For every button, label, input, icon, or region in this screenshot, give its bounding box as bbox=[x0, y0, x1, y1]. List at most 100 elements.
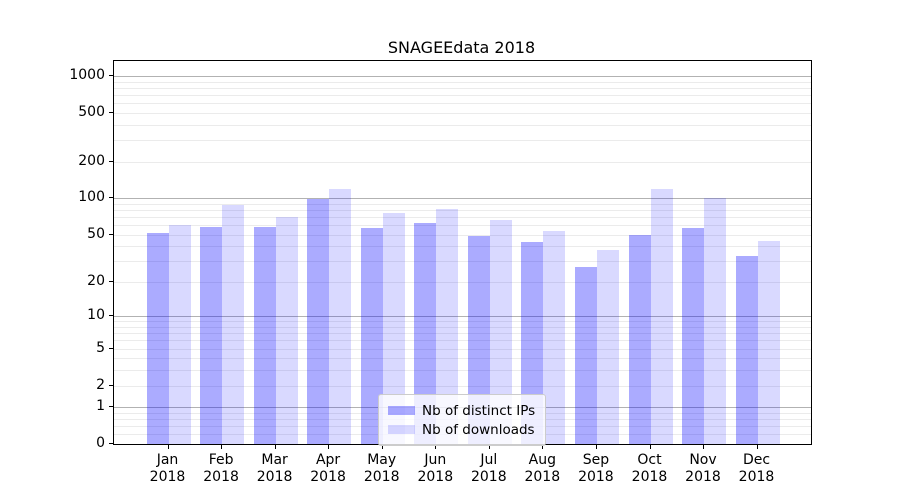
gridline-60 bbox=[114, 225, 811, 226]
gridline-70 bbox=[114, 216, 811, 218]
bar-nb-of-downloads-nov-2018 bbox=[704, 198, 726, 444]
gridline-50 bbox=[114, 234, 811, 236]
x-tick-label-apr-2018: Apr 2018 bbox=[310, 452, 346, 485]
x-tick-label-feb-2018: Feb 2018 bbox=[203, 452, 239, 485]
legend-item-distinct-ips: Nb of distinct IPs bbox=[388, 402, 537, 419]
y-tick-mark-1000 bbox=[109, 74, 113, 76]
y-tick-mark-50 bbox=[109, 233, 113, 235]
bar-nb-of-downloads-jul-2018 bbox=[489, 220, 512, 444]
gridline-4 bbox=[114, 358, 811, 360]
bar-nb-of-distinct-ips-jul-2018 bbox=[467, 235, 490, 444]
y-tick-label-2: 2 bbox=[96, 376, 105, 393]
chart-title: SNAGEEdata 2018 bbox=[387, 38, 536, 57]
bar-nb-of-downloads-dec-2018 bbox=[757, 241, 780, 444]
bar-nb-of-distinct-ips-oct-2018 bbox=[628, 234, 651, 444]
bar-nb-of-distinct-ips-apr-2018 bbox=[307, 199, 330, 444]
legend-label-distinct-ips: Nb of distinct IPs bbox=[422, 402, 536, 419]
legend-swatch-downloads bbox=[388, 425, 415, 434]
x-tick-mark-jul-2018 bbox=[488, 445, 490, 449]
y-tick-mark-200 bbox=[109, 160, 113, 162]
y-tick-mark-1 bbox=[109, 406, 113, 408]
y-tick-mark-5 bbox=[109, 347, 113, 349]
gridline-800 bbox=[114, 87, 811, 89]
gridline-9 bbox=[114, 321, 811, 323]
bar-nb-of-distinct-ips-sep-2018 bbox=[574, 266, 597, 444]
gridline-6 bbox=[114, 340, 811, 342]
y-tick-mark-500 bbox=[109, 111, 113, 113]
bar-nb-of-downloads-sep-2018 bbox=[596, 250, 619, 444]
gridline-80 bbox=[114, 209, 811, 211]
bar-nb-of-downloads-jun-2018 bbox=[436, 208, 459, 444]
bar-nb-of-distinct-ips-feb-2018 bbox=[200, 226, 222, 444]
x-tick-label-nov-2018: Nov 2018 bbox=[685, 452, 721, 485]
legend-item-downloads: Nb of downloads bbox=[388, 421, 537, 438]
y-tick-label-20: 20 bbox=[87, 272, 105, 289]
x-tick-mark-oct-2018 bbox=[649, 445, 651, 449]
bar-nb-of-downloads-oct-2018 bbox=[650, 188, 673, 444]
gridline-400 bbox=[114, 124, 811, 126]
bar-nb-of-downloads-apr-2018 bbox=[329, 188, 352, 444]
gridline-300 bbox=[114, 140, 811, 141]
x-tick-label-mar-2018: Mar 2018 bbox=[256, 452, 293, 485]
gridline-200 bbox=[114, 161, 811, 163]
gridline-3 bbox=[114, 370, 811, 372]
gridline-5 bbox=[114, 348, 811, 350]
x-tick-mark-feb-2018 bbox=[221, 445, 223, 449]
y-tick-label-10: 10 bbox=[87, 307, 105, 324]
y-tick-mark-0 bbox=[109, 443, 113, 444]
gridline-2 bbox=[114, 385, 811, 387]
x-tick-mark-apr-2018 bbox=[328, 445, 330, 449]
gridline-30 bbox=[114, 261, 811, 263]
x-tick-label-may-2018: May 2018 bbox=[363, 452, 400, 485]
y-tick-label-50: 50 bbox=[87, 225, 105, 242]
x-tick-mark-dec-2018 bbox=[756, 445, 758, 449]
y-tick-label-1000: 1000 bbox=[69, 66, 105, 83]
y-tick-label-5: 5 bbox=[96, 339, 105, 356]
x-tick-label-dec-2018: Dec 2018 bbox=[738, 452, 775, 485]
y-tick-label-0: 0 bbox=[96, 435, 105, 451]
gridline-7 bbox=[114, 333, 811, 335]
gridline-40 bbox=[114, 246, 811, 248]
gridline-700 bbox=[114, 94, 811, 96]
legend-label-downloads: Nb of downloads bbox=[422, 421, 535, 438]
bar-nb-of-downloads-mar-2018 bbox=[275, 216, 298, 444]
y-tick-mark-20 bbox=[109, 280, 113, 282]
bar-nb-of-distinct-ips-may-2018 bbox=[360, 227, 383, 444]
bar-nb-of-downloads-feb-2018 bbox=[222, 204, 244, 444]
gridline-20 bbox=[114, 281, 811, 283]
gridline-500 bbox=[114, 112, 811, 114]
bar-nb-of-downloads-aug-2018 bbox=[543, 230, 566, 444]
y-tick-mark-100 bbox=[109, 197, 113, 199]
x-tick-label-jan-2018: Jan 2018 bbox=[149, 452, 186, 485]
legend: Nb of distinct IPs Nb of downloads bbox=[378, 394, 546, 446]
y-tick-label-1: 1 bbox=[96, 398, 105, 415]
bar-nb-of-distinct-ips-jan-2018 bbox=[146, 232, 169, 444]
bar-nb-of-distinct-ips-dec-2018 bbox=[735, 256, 758, 444]
bar-nb-of-distinct-ips-jun-2018 bbox=[414, 223, 437, 444]
x-tick-mark-jan-2018 bbox=[167, 445, 169, 449]
x-tick-mark-may-2018 bbox=[381, 445, 383, 449]
bar-nb-of-distinct-ips-mar-2018 bbox=[253, 226, 276, 444]
x-tick-mark-aug-2018 bbox=[542, 445, 544, 449]
x-tick-label-jul-2018: Jul 2018 bbox=[470, 452, 507, 485]
y-tick-label-100: 100 bbox=[78, 189, 105, 206]
y-tick-label-500: 500 bbox=[78, 103, 105, 120]
plot-area: Nb of distinct IPs Nb of downloads bbox=[113, 60, 812, 446]
y-tick-mark-2 bbox=[109, 384, 113, 386]
y-tick-label-200: 200 bbox=[78, 152, 105, 169]
gridline-600 bbox=[114, 103, 811, 105]
gridline-100 bbox=[114, 198, 811, 200]
bar-nb-of-downloads-jan-2018 bbox=[168, 225, 191, 444]
x-tick-label-aug-2018: Aug 2018 bbox=[524, 452, 561, 485]
x-tick-mark-sep-2018 bbox=[595, 445, 597, 449]
legend-swatch-distinct-ips bbox=[388, 406, 415, 415]
bar-nb-of-distinct-ips-aug-2018 bbox=[521, 242, 544, 444]
x-tick-label-oct-2018: Oct 2018 bbox=[631, 452, 668, 485]
x-tick-mark-mar-2018 bbox=[274, 445, 276, 449]
gridline-1000 bbox=[114, 75, 811, 77]
x-tick-label-sep-2018: Sep 2018 bbox=[578, 452, 614, 485]
gridline-90 bbox=[114, 203, 811, 205]
bar-nb-of-distinct-ips-nov-2018 bbox=[682, 227, 704, 444]
gridline-900 bbox=[114, 81, 811, 83]
